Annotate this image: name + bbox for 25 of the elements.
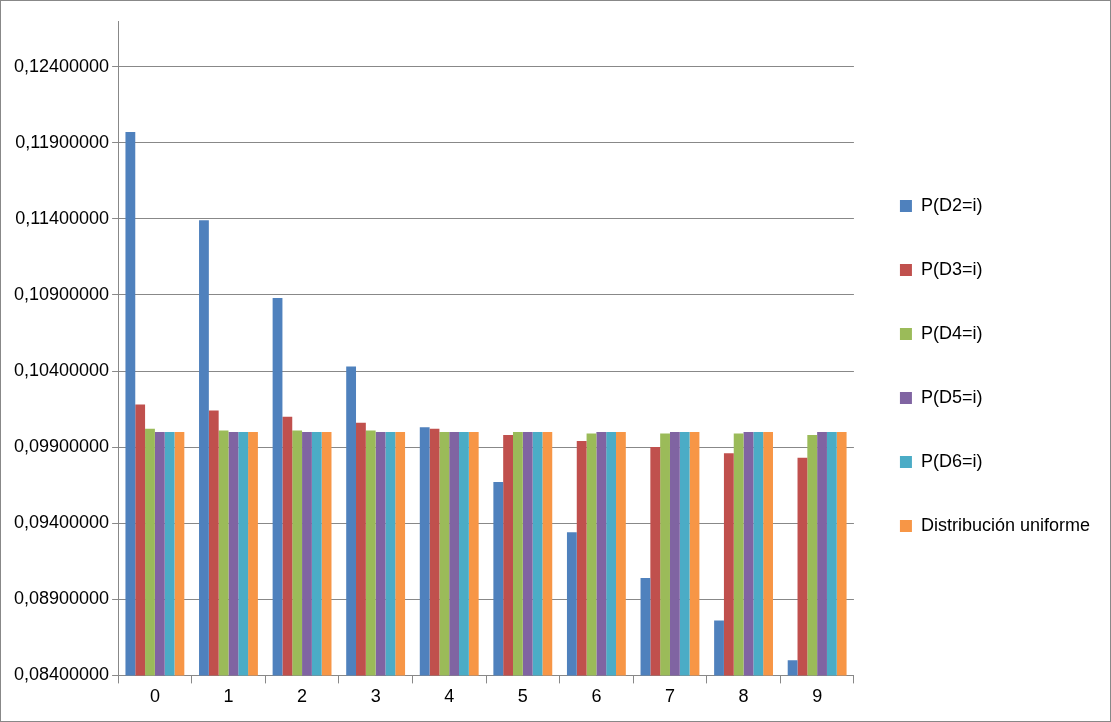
legend-label: P(D6=i) (920, 450, 983, 471)
y-tick-label: 0,09900000 (13, 436, 110, 457)
x-tick-label: 7 (664, 686, 675, 707)
x-tick-label: 0 (149, 686, 160, 707)
x-tick-label: 5 (517, 686, 528, 707)
x-tick-label: 1 (223, 686, 234, 707)
legend-label: P(D3=i) (920, 258, 983, 279)
legend-label: P(D2=i) (920, 194, 983, 215)
x-tick-label: 6 (591, 686, 602, 707)
legend-label: P(D5=i) (920, 386, 983, 407)
y-tick-label: 0,08400000 (13, 664, 110, 685)
y-tick-label: 0,10400000 (13, 360, 110, 380)
x-tick-label: 4 (444, 686, 455, 707)
x-tick-label: 8 (738, 686, 749, 707)
y-tick-label: 0,08900000 (13, 588, 110, 609)
y-tick-label: 0,10900000 (13, 283, 110, 304)
y-tick-label: 0,11400000 (15, 207, 110, 228)
y-tick-label: 0,11900000 (15, 131, 110, 152)
legend-label: P(D4=i) (920, 322, 983, 343)
legend-label: Distribución uniforme (920, 514, 1091, 535)
x-tick-label: 9 (812, 686, 823, 707)
y-tick-label: 0,12400000 (13, 55, 110, 76)
x-tick-label: 3 (370, 686, 381, 707)
y-tick-label: 0,09400000 (13, 512, 110, 533)
x-tick-label: 2 (297, 686, 308, 707)
